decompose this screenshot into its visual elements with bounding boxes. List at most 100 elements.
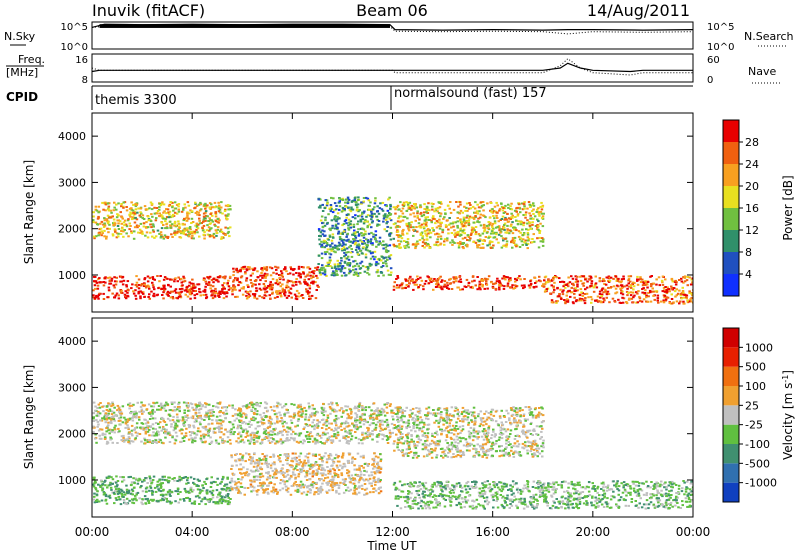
power-cell-2 (280, 274, 284, 277)
velocity-cell-0 (380, 407, 384, 410)
velocity-cell-0 (110, 422, 113, 425)
power-cell-5 (489, 221, 492, 224)
power-cell-1 (204, 214, 208, 217)
velocity-cell-0 (164, 436, 167, 439)
power-cell-4 (478, 280, 481, 283)
power-cell-1 (168, 213, 171, 216)
power-cell-1 (117, 202, 120, 205)
power-cell-1 (213, 223, 216, 226)
power-cell-2 (275, 290, 278, 293)
power-cell-6 (570, 291, 574, 294)
velocity-cell-0 (99, 402, 102, 404)
velocity-cell-1 (223, 485, 226, 487)
power-cell-6 (652, 282, 655, 285)
velocity-cell-0 (242, 421, 246, 423)
power-cell-4 (508, 278, 511, 281)
power-cell-1 (199, 201, 202, 204)
power-cell-3 (326, 221, 329, 224)
power-cell-4 (539, 280, 542, 283)
power-cell-5 (437, 221, 440, 224)
power-cell-3 (336, 274, 339, 276)
power-cell-0 (221, 288, 224, 291)
power-cell-6 (586, 280, 589, 283)
velocity-cell-1 (218, 499, 222, 502)
velocity-cell-0 (356, 419, 359, 422)
power-cell-3 (327, 213, 330, 216)
velocity-cell-0 (381, 438, 384, 441)
velocity-cell-0 (375, 417, 379, 420)
velocity-cell-1 (114, 485, 117, 488)
velocity-cell-0 (226, 440, 229, 443)
power-cell-3 (345, 235, 348, 238)
power-cell-1 (194, 201, 197, 204)
power-cell-2 (314, 281, 317, 284)
power-cell-5 (537, 212, 541, 215)
velocity-cell-0 (298, 410, 301, 413)
power-cell-3 (317, 228, 321, 231)
power-cell-0 (226, 292, 229, 295)
power-cell-1 (190, 232, 194, 235)
power-cell-5 (401, 203, 405, 206)
velocity-cell-0 (155, 401, 159, 404)
velocity-cell-0 (346, 425, 350, 428)
power-cell-6 (686, 284, 689, 287)
power-cell-5 (505, 231, 509, 234)
power-cell-1 (177, 208, 180, 211)
power-cell-3 (324, 253, 327, 256)
power-cell-5 (424, 223, 428, 226)
velocity-cell-0 (176, 419, 179, 422)
power-cell-1 (107, 205, 111, 208)
power-cell-3 (351, 200, 354, 203)
power-cell-5 (496, 217, 499, 219)
power-cell-0 (135, 285, 139, 288)
velocity-cell-0 (326, 439, 329, 442)
velocity-cell-0 (386, 421, 389, 424)
velocity-cell-1 (96, 490, 99, 493)
power-cell-1 (128, 214, 132, 217)
power-cell-6 (629, 285, 633, 288)
power-cell-4 (481, 284, 484, 286)
power-cell-6 (552, 276, 555, 279)
power-cell-1 (146, 236, 150, 239)
velocity-cell-0 (110, 418, 113, 421)
velocity-cell-0 (359, 425, 362, 428)
power-cell-6 (689, 292, 693, 295)
power-cell-4 (415, 283, 419, 286)
velocity-cell-0 (329, 407, 332, 410)
power-cell-3 (335, 269, 338, 272)
power-cell-2 (261, 296, 264, 299)
power-cell-3 (389, 226, 393, 229)
velocity-cell-0 (362, 423, 366, 426)
power-cell-2 (261, 269, 264, 272)
velocity-cell-0 (142, 429, 145, 431)
velocity-cell-0 (218, 428, 221, 431)
power-cell-4 (448, 278, 451, 281)
velocity-cell-0 (254, 407, 257, 410)
power-cell-3 (354, 231, 358, 234)
power-cell-3 (321, 203, 324, 206)
power-cell-1 (229, 208, 232, 211)
power-cell-3 (352, 232, 356, 235)
velocity-cell-0 (354, 412, 357, 415)
power-cell-3 (377, 220, 381, 222)
power-cell-5 (443, 238, 447, 241)
power-cell-5 (503, 224, 506, 227)
velocity-cell-0 (362, 438, 365, 441)
velocity-cell-1 (178, 480, 181, 483)
velocity-cell-0 (368, 406, 371, 409)
power-cell-5 (499, 228, 503, 231)
power-cell-5 (487, 227, 490, 230)
power-cell-2 (288, 280, 291, 283)
power-cell-4 (506, 276, 510, 279)
power-cell-3 (361, 212, 364, 215)
power-cell-4 (455, 277, 458, 280)
power-cell-6 (631, 283, 634, 285)
velocity-cell-0 (361, 413, 365, 416)
power-cell-3 (359, 220, 363, 223)
velocity-cell-0 (132, 414, 135, 417)
power-cell-0 (139, 290, 142, 293)
power-cell-1 (102, 226, 106, 228)
velocity-cell-1 (109, 481, 112, 484)
power-cell-4 (436, 285, 439, 288)
power-cell-1 (160, 235, 163, 237)
